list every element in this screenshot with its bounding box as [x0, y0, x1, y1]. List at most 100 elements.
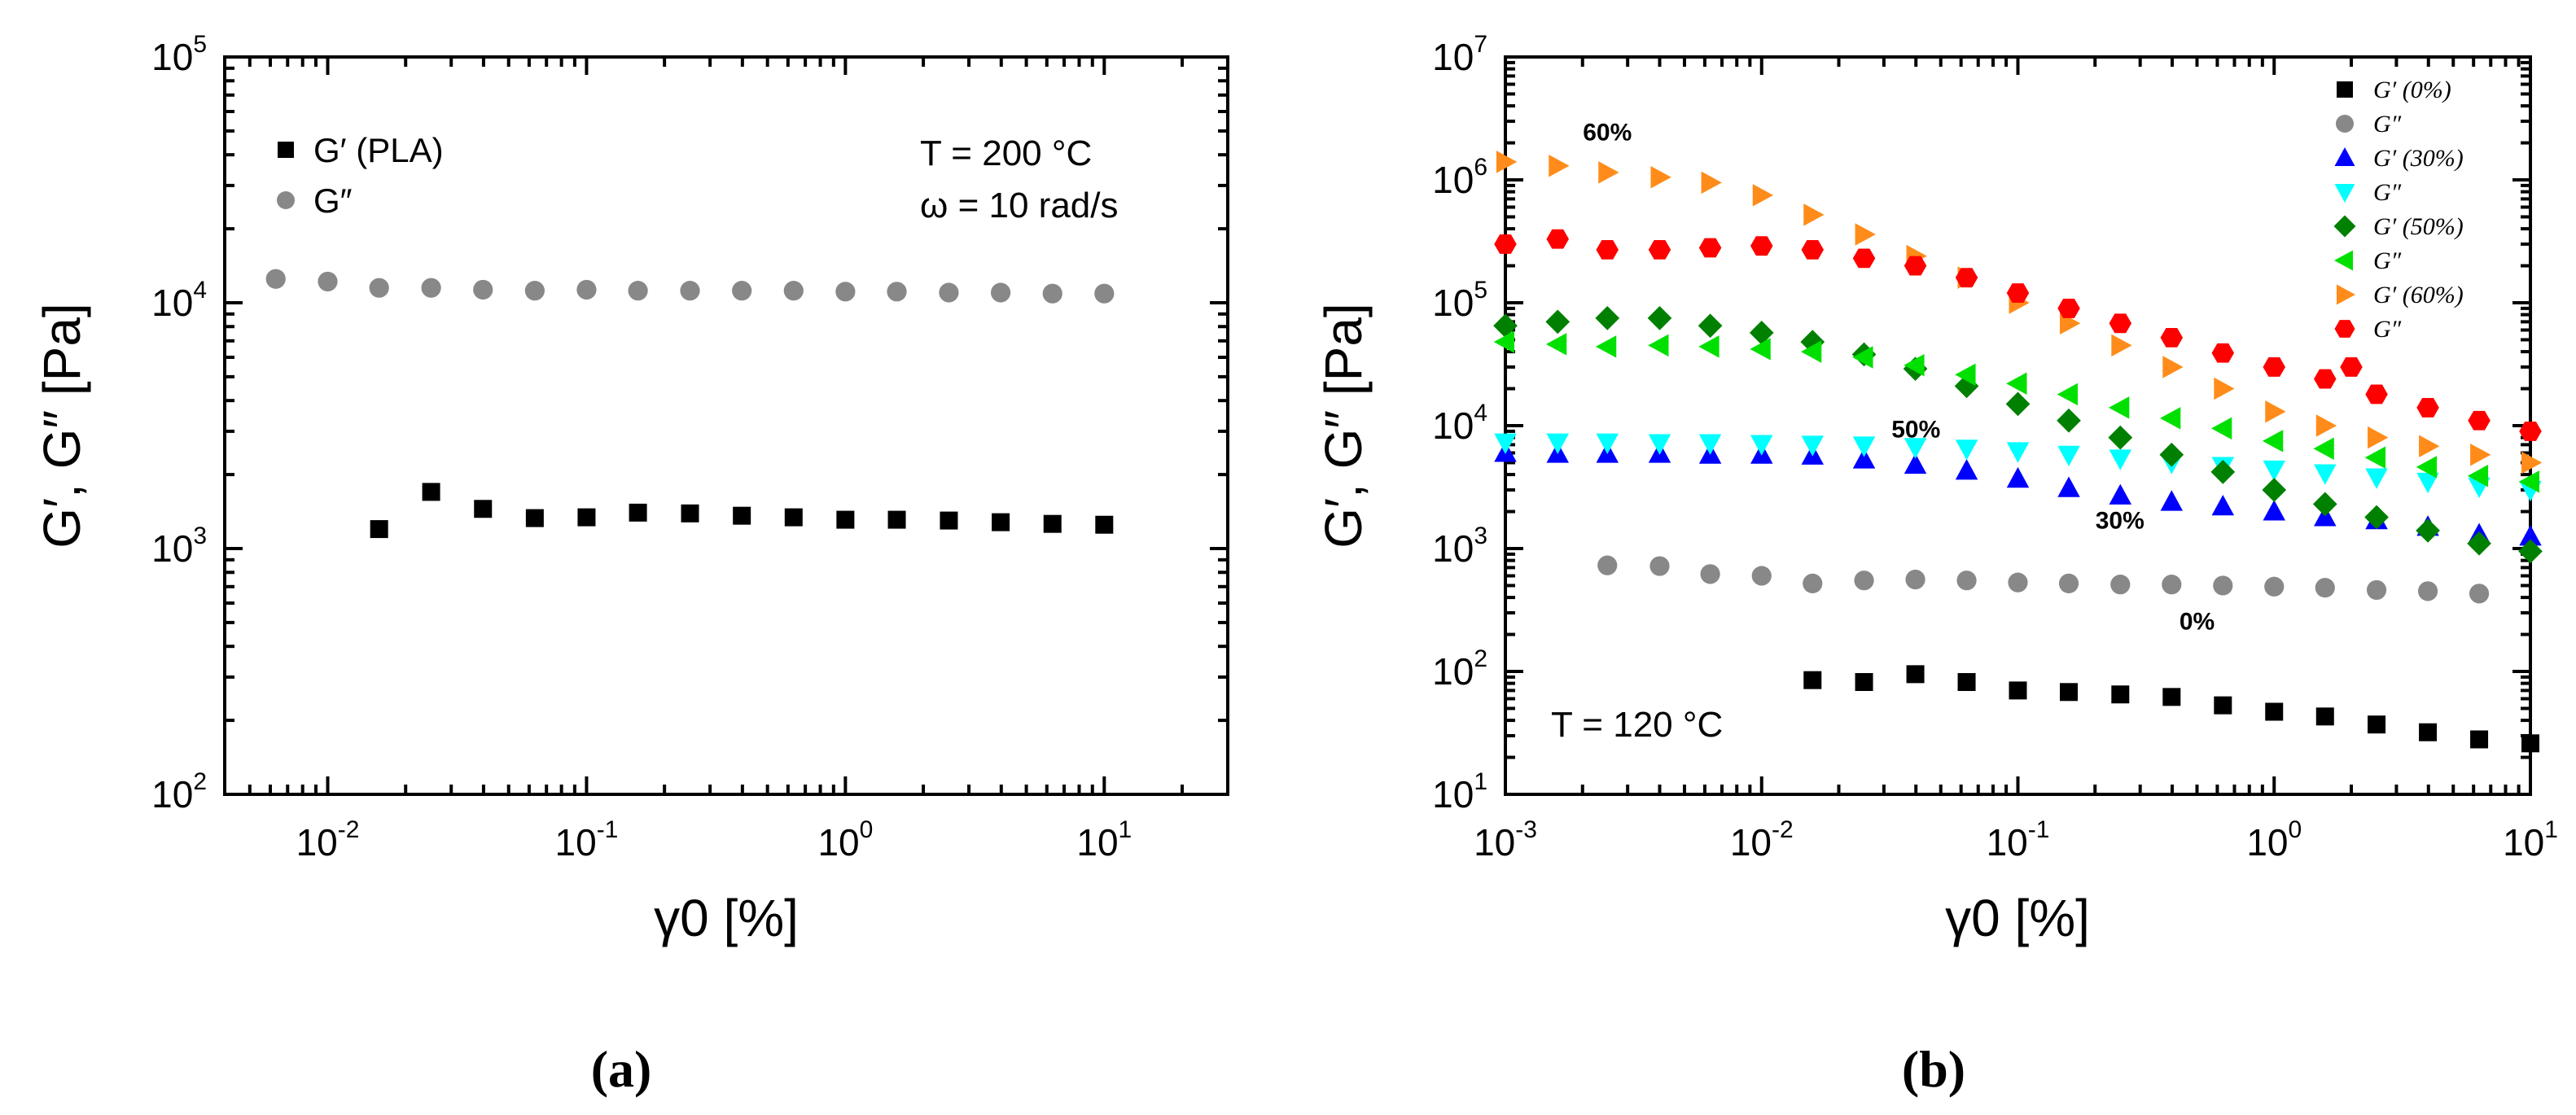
- legend: G′ (0%) G″ G′ (30%) G″ G′ (50%) G″ G′ (60%) G″: [2333, 77, 2464, 343]
- data-point: [2109, 483, 2132, 505]
- data-point: [2365, 384, 2388, 404]
- data-point: [2315, 707, 2334, 726]
- data-point: [2211, 343, 2235, 363]
- data-point: [733, 506, 751, 525]
- data-point: [1647, 306, 1672, 330]
- legend-item: G′ (50%): [2333, 213, 2464, 240]
- y-axis-label: G′, G″ [Pa]: [33, 303, 91, 548]
- data-point: [2416, 398, 2439, 418]
- data-point: [2419, 723, 2438, 741]
- legend-item: G″: [2334, 316, 2402, 343]
- x-tick-labels: 10-2 10-1 100 101: [296, 816, 1132, 864]
- data-point: [2110, 575, 2131, 595]
- data-point: [1852, 248, 1876, 269]
- legend-label: G″: [2373, 247, 2402, 274]
- data-point: [887, 282, 907, 302]
- annotation-temperature: T = 120 °C: [1551, 705, 1723, 745]
- data-point: [1852, 436, 1876, 457]
- data-point: [2469, 584, 2490, 604]
- data-point: [2468, 410, 2491, 431]
- axis-ticks: [223, 55, 1229, 796]
- data-point: [2364, 505, 2389, 530]
- data-point: [1493, 330, 1514, 353]
- data-point: [2210, 460, 2236, 484]
- legend-label: G′ (60%): [2373, 282, 2464, 308]
- data-point: [1595, 306, 1620, 330]
- data-point: [2006, 283, 2030, 303]
- legend-marker: [2333, 215, 2356, 238]
- data-point: [1546, 433, 1569, 454]
- data-point: [2057, 383, 2079, 406]
- data-point: [1494, 234, 1517, 254]
- data-point: [629, 503, 647, 522]
- data-point: [2265, 702, 2284, 721]
- data-point: [2416, 456, 2438, 479]
- data-point: [2366, 579, 2387, 601]
- series-1: [1597, 555, 2490, 604]
- data-point: [1596, 239, 1619, 260]
- data-point: [1801, 435, 1825, 457]
- data-point: [681, 504, 699, 523]
- legend-item: G′ (PLA): [278, 131, 444, 169]
- data-point: [1698, 335, 1720, 358]
- x-tick-label: 10-1: [1987, 816, 2050, 864]
- data-point: [2519, 525, 2542, 546]
- data-point: [2211, 494, 2235, 516]
- data-point: [2111, 685, 2130, 704]
- data-point: [2314, 464, 2337, 485]
- data-point: [2211, 417, 2232, 440]
- annotation-frequency: ω = 10 rad/s: [920, 186, 1118, 225]
- data-point: [1956, 571, 1977, 591]
- data-point: [1750, 338, 1771, 361]
- data-point: [422, 483, 440, 501]
- series-label: 0%: [2180, 608, 2215, 635]
- data-point: [2160, 490, 2184, 511]
- legend-marker: [2334, 184, 2355, 203]
- y-tick-labels: 102 103 104 105: [151, 31, 207, 815]
- series-label: 50%: [1891, 417, 1940, 444]
- data-point: [1596, 433, 1619, 454]
- x-tick-label: 10-3: [1474, 816, 1537, 864]
- data-point: [992, 513, 1010, 531]
- data-point: [2315, 414, 2337, 437]
- series-5: [1493, 330, 2539, 493]
- data-point: [2365, 468, 2388, 489]
- legend-item: G′ (60%): [2337, 282, 2464, 308]
- series-label: 60%: [1583, 119, 1632, 146]
- series-1: [265, 269, 1115, 304]
- y-tick-label: 103: [151, 523, 207, 570]
- data-point: [2160, 327, 2184, 348]
- data-point: [2521, 734, 2539, 753]
- data-point: [2470, 443, 2491, 466]
- y-tick-label: 104: [151, 277, 207, 324]
- data-point: [2214, 377, 2235, 400]
- data-point: [2058, 573, 2079, 593]
- plot-frame: [223, 55, 1229, 796]
- data-point: [1698, 313, 1723, 339]
- data-point: [525, 509, 544, 527]
- y-axis-label: G′, G″ [Pa]: [1314, 303, 1373, 548]
- data-point: [1904, 453, 1927, 474]
- data-point: [1803, 573, 1823, 593]
- data-point: [2417, 581, 2438, 601]
- data-point: [2006, 372, 2027, 396]
- data-point: [2006, 466, 2030, 488]
- data-point: [1904, 354, 1925, 377]
- data-point: [2518, 470, 2539, 493]
- legend-item: G″: [2334, 179, 2402, 206]
- data-point: [1545, 309, 1571, 334]
- data-point: [2109, 449, 2132, 470]
- legend: G′ (PLA) G″: [277, 131, 444, 220]
- data-point: [2060, 683, 2079, 702]
- data-point: [2009, 681, 2027, 700]
- y-tick-label: 104: [1432, 400, 1487, 447]
- data-point: [2006, 442, 2030, 463]
- data-point: [732, 281, 752, 301]
- x-tick-label: 100: [817, 816, 873, 864]
- data-point: [2108, 396, 2130, 419]
- data-point: [2368, 715, 2386, 734]
- data-point: [474, 500, 493, 518]
- data-point: [1855, 673, 1873, 692]
- data-point: [370, 520, 388, 539]
